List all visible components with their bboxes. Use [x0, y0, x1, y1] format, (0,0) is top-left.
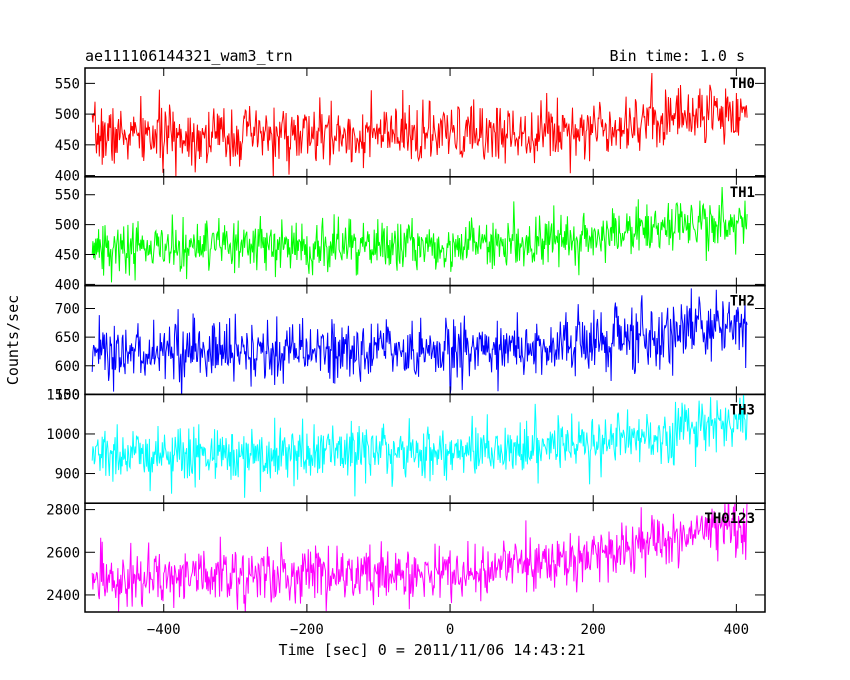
y-tick-label: 2400 — [46, 588, 80, 604]
panel-th0123: 2400 2600 2800 TH0123 — [46, 502, 766, 613]
panel-th0: 400 450 500 550 TH0 — [55, 67, 766, 185]
x-tick-label: 0 — [446, 622, 454, 638]
x-tick-label: −200 — [290, 622, 324, 638]
series-line-th2 — [91, 288, 748, 395]
y-tick-label: 600 — [55, 359, 80, 375]
y-tick-label: 550 — [55, 76, 80, 92]
panel-label: TH0123 — [704, 511, 755, 527]
panel-frame — [84, 502, 766, 613]
y-tick-label: 2600 — [46, 545, 80, 561]
chart-subtitle: Bin time: 1.0 s — [610, 47, 745, 65]
y-tick-label: 500 — [55, 107, 80, 123]
y-tick-label: 900 — [55, 467, 80, 483]
y-tick-label: 400 — [55, 277, 80, 293]
y-tick-label: 1100 — [46, 387, 80, 403]
x-tick-label: 200 — [581, 622, 606, 638]
series-line-th1 — [91, 186, 748, 283]
series-line-th0 — [91, 72, 748, 177]
x-tick-label: 400 — [724, 622, 749, 638]
series-line-th3 — [91, 394, 748, 498]
panel-th3: 900 1000 1100 TH3 — [46, 387, 766, 504]
panel-label: TH2 — [730, 294, 755, 310]
y-tick-label: 650 — [55, 330, 80, 346]
y-tick-label: 400 — [55, 169, 80, 185]
y-axis-label: Counts/sec — [4, 295, 22, 385]
chart-title: ae111106144321_wam3_trn — [85, 47, 293, 65]
panel-th2: 550 600 650 700 TH2 — [55, 284, 766, 403]
panel-label: TH3 — [730, 402, 755, 418]
y-tick-label: 450 — [55, 248, 80, 264]
y-tick-label: 1000 — [46, 427, 80, 443]
y-tick-label: 450 — [55, 138, 80, 154]
x-axis-label: Time [sec] 0 = 2011/11/06 14:43:21 — [278, 641, 585, 659]
y-tick-label: 700 — [55, 302, 80, 318]
panel-label: TH0 — [730, 76, 755, 92]
y-tick-label: 500 — [55, 218, 80, 234]
panel-label: TH1 — [730, 185, 755, 201]
panel-th1: 400 450 500 550 TH1 — [55, 176, 766, 293]
y-tick-label: 550 — [55, 188, 80, 204]
y-tick-label: 550 — [55, 387, 80, 403]
y-tick-label: 2800 — [46, 503, 80, 519]
series-line-th0123 — [91, 503, 748, 613]
x-tick-label: −400 — [147, 622, 181, 638]
